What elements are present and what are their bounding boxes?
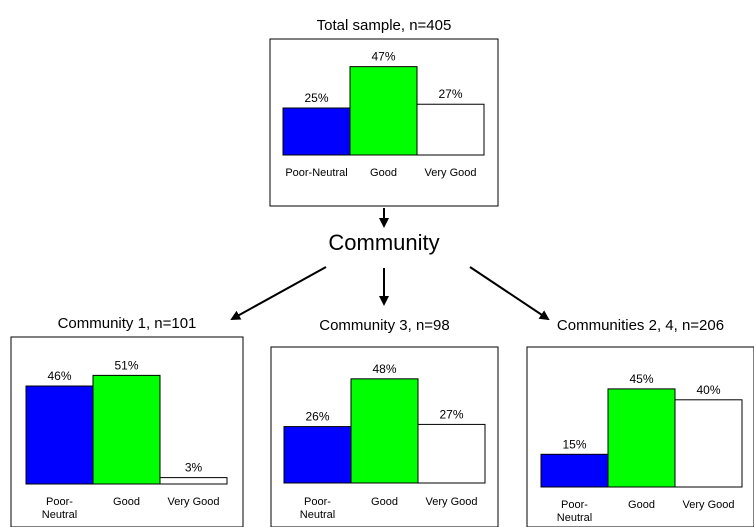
- community-1-value-label: 46%: [47, 369, 71, 383]
- community-3-category-label-line: Poor-: [304, 496, 331, 508]
- arrow-to-community-1: [230, 266, 327, 320]
- total-sample-bar-poor-neutral: [282, 107, 351, 156]
- total-sample-category-label: Good: [370, 167, 397, 179]
- community-1-category-label: Very Good: [168, 496, 220, 508]
- community-3-title: Community 3, n=98: [319, 317, 449, 334]
- community-1-value-label: 3%: [185, 461, 203, 475]
- communities-2-4-category-label: Good: [628, 499, 655, 511]
- total-sample-bar-good: [349, 66, 418, 156]
- community-1-category-label-line: Poor-: [46, 496, 73, 508]
- community-3-category-label: Good: [371, 496, 398, 508]
- communities-2-4-chart: Communities 2, 4, n=206 15% Poor-Neutral 45…: [526, 317, 754, 527]
- communities-2-4-bar-very-good: [674, 399, 743, 488]
- communities-2-4-title: Communities 2, 4, n=206: [557, 317, 724, 334]
- communities-2-4-value-label: 40%: [696, 383, 720, 397]
- community-1-category-label-line: Neutral: [42, 509, 77, 521]
- total-sample-category-label: Very Good: [425, 167, 477, 179]
- total-sample-chart: Total sample, n=405 25% Poor-Neutral 47% Goo…: [269, 17, 499, 207]
- communities-2-4-category-label: Poor-Neutral: [557, 499, 592, 524]
- community-3-bar-good: [350, 378, 419, 484]
- total-sample-value-label: 47%: [371, 50, 395, 64]
- community-3-value-label: 48%: [372, 362, 396, 376]
- community-1-chart: Community 1, n=101 46% Poor-Neutral 51% Good…: [10, 315, 244, 527]
- communities-2-4-value-label: 45%: [629, 372, 653, 386]
- total-sample-value-label: 25%: [304, 91, 328, 105]
- community-1-bar-good: [92, 374, 161, 485]
- communities-2-4-value-label: 15%: [562, 437, 586, 451]
- community-1-category-label: Poor-Neutral: [42, 496, 77, 521]
- communities-2-4-bar-poor-neutral: [540, 453, 609, 488]
- community-3-bar-poor-neutral: [283, 426, 352, 484]
- community-3-chart: Community 3, n=98 26% Poor-Neutral 48% Good 2…: [270, 317, 499, 527]
- community-3-bar-very-good: [417, 423, 486, 484]
- community-3-category-label-line: Neutral: [300, 509, 335, 521]
- community-1-value-label: 51%: [114, 358, 138, 372]
- total-sample-category-label: Poor-Neutral: [285, 167, 347, 179]
- total-sample-bar-very-good: [416, 103, 485, 156]
- community-3-category-label: Very Good: [426, 496, 478, 508]
- arrow-to-communities-2-4: [469, 266, 550, 321]
- community-3-value-label: 26%: [305, 410, 329, 424]
- communities-2-4-bar-good: [607, 388, 676, 488]
- communities-2-4-category-label: Very Good: [683, 499, 735, 511]
- community-label: Community: [328, 230, 439, 255]
- community-1-bar-very-good: [159, 477, 228, 485]
- communities-2-4-category-label-line: Neutral: [557, 512, 592, 524]
- community-1-category-label: Good: [113, 496, 140, 508]
- community-1-bar-poor-neutral: [25, 385, 94, 485]
- community-3-category-label: Poor-Neutral: [300, 496, 335, 521]
- community-3-value-label: 27%: [439, 407, 463, 421]
- community-1-title: Community 1, n=101: [58, 315, 197, 332]
- total-sample-value-label: 27%: [438, 87, 462, 101]
- total-sample-title: Total sample, n=405: [317, 17, 452, 34]
- communities-2-4-category-label-line: Poor-: [561, 499, 588, 511]
